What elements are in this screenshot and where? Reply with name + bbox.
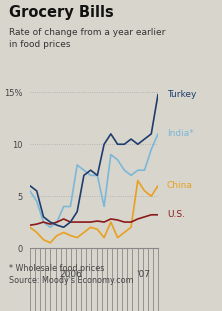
Text: Turkey: Turkey (167, 90, 196, 99)
Text: '07: '07 (136, 270, 150, 279)
Text: * Wholesale food prices: * Wholesale food prices (9, 264, 104, 273)
Text: 2006: 2006 (59, 270, 82, 279)
Text: U.S.: U.S. (167, 210, 185, 219)
Text: Rate of change from a year earlier
in food prices: Rate of change from a year earlier in fo… (9, 28, 165, 49)
Text: Grocery Bills: Grocery Bills (9, 5, 114, 20)
Text: Source: Moody's Economy.com: Source: Moody's Economy.com (9, 276, 133, 285)
Text: China: China (167, 181, 193, 190)
Text: India*: India* (167, 129, 194, 138)
